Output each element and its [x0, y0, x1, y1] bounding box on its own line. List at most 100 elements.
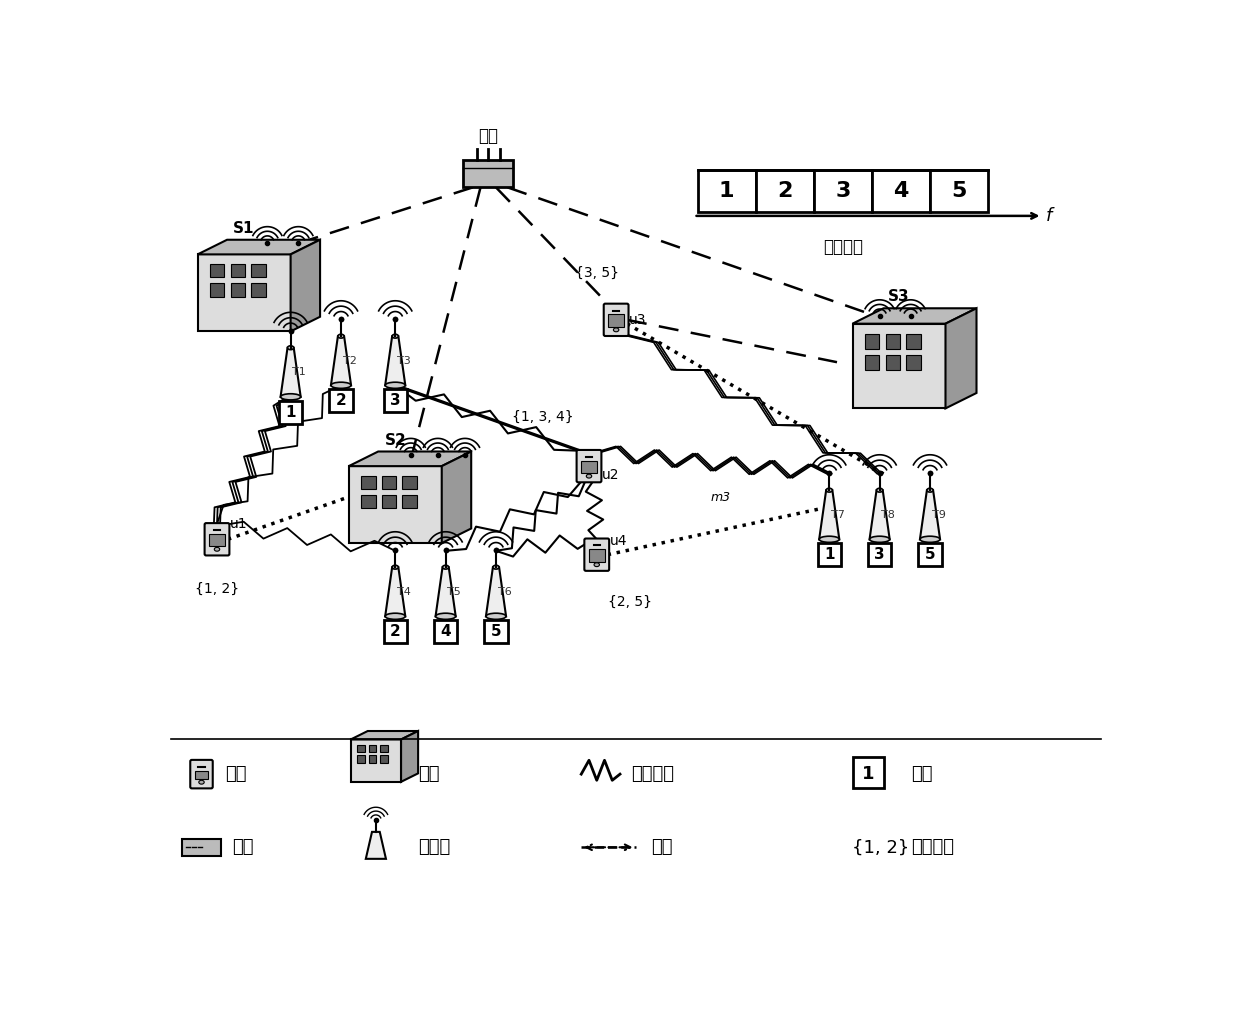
Text: T1: T1 [293, 367, 306, 378]
Text: u3: u3 [629, 313, 647, 327]
Polygon shape [869, 490, 890, 539]
Ellipse shape [280, 394, 301, 400]
Bar [609, 315, 624, 327]
Polygon shape [351, 731, 418, 740]
Text: 1: 1 [862, 766, 874, 783]
Polygon shape [382, 495, 397, 508]
Polygon shape [441, 452, 471, 543]
Bar [210, 534, 224, 546]
Polygon shape [866, 334, 879, 349]
Polygon shape [853, 309, 977, 324]
Bar [697, 170, 755, 212]
Polygon shape [386, 567, 405, 616]
Polygon shape [820, 490, 839, 539]
Text: f: f [1047, 207, 1053, 225]
Text: 2: 2 [389, 625, 401, 639]
Text: {1, 2}: {1, 2} [195, 581, 239, 596]
Text: 台站: 台站 [419, 766, 440, 783]
Bar [195, 771, 208, 779]
Polygon shape [379, 745, 388, 752]
Text: 4: 4 [440, 625, 451, 639]
Polygon shape [361, 475, 376, 489]
Ellipse shape [386, 613, 405, 619]
Text: 可用信道: 可用信道 [823, 238, 863, 255]
Text: T8: T8 [882, 509, 895, 520]
Bar [872, 170, 930, 212]
Text: m3: m3 [711, 491, 730, 504]
Text: {1, 2}: {1, 2} [853, 839, 910, 856]
Bar [589, 549, 605, 562]
FancyBboxPatch shape [577, 450, 601, 483]
Ellipse shape [869, 536, 890, 542]
Polygon shape [366, 831, 386, 859]
Polygon shape [382, 475, 397, 489]
Polygon shape [357, 745, 366, 752]
Text: 网关: 网关 [479, 127, 498, 145]
FancyBboxPatch shape [604, 304, 629, 336]
Bar [868, 543, 892, 566]
Polygon shape [331, 336, 351, 385]
Text: T6: T6 [497, 587, 511, 597]
Text: S1: S1 [233, 221, 255, 236]
Ellipse shape [877, 489, 883, 492]
Polygon shape [379, 755, 388, 762]
Bar [434, 620, 458, 643]
Ellipse shape [826, 489, 832, 492]
FancyBboxPatch shape [205, 523, 229, 556]
Text: S2: S2 [384, 432, 407, 448]
Text: T5: T5 [448, 587, 461, 597]
Ellipse shape [920, 536, 940, 542]
Polygon shape [368, 745, 377, 752]
Text: u1: u1 [231, 517, 248, 531]
Polygon shape [401, 731, 418, 782]
Text: u2: u2 [603, 468, 620, 483]
Text: {1, 3, 4}: {1, 3, 4} [512, 410, 573, 424]
Text: 信道: 信道 [910, 766, 932, 783]
Polygon shape [885, 355, 900, 370]
Polygon shape [361, 495, 376, 508]
Text: 3: 3 [835, 181, 851, 201]
Text: 2: 2 [777, 181, 792, 201]
Text: 5: 5 [925, 547, 935, 562]
Polygon shape [368, 755, 377, 762]
Text: 网关: 网关 [233, 839, 254, 856]
Polygon shape [231, 283, 246, 296]
Bar [755, 170, 813, 212]
Polygon shape [197, 240, 320, 254]
Polygon shape [885, 334, 900, 349]
Polygon shape [290, 240, 320, 331]
Text: 通信链路: 通信链路 [631, 766, 675, 783]
Polygon shape [853, 324, 945, 409]
Polygon shape [906, 355, 920, 370]
Text: T3: T3 [397, 356, 410, 365]
Text: 4: 4 [893, 181, 909, 201]
Ellipse shape [492, 565, 498, 569]
Polygon shape [403, 495, 417, 508]
Ellipse shape [392, 565, 398, 569]
Polygon shape [945, 309, 977, 409]
Ellipse shape [926, 489, 934, 492]
Text: {2, 5}: {2, 5} [609, 595, 652, 609]
Polygon shape [351, 740, 401, 782]
Polygon shape [348, 466, 441, 543]
Polygon shape [231, 264, 246, 278]
Polygon shape [348, 452, 471, 466]
Polygon shape [906, 334, 920, 349]
Ellipse shape [587, 474, 591, 478]
Polygon shape [197, 254, 290, 331]
Text: T4: T4 [397, 587, 410, 597]
Polygon shape [252, 283, 265, 296]
Text: 5: 5 [491, 625, 501, 639]
Bar [383, 620, 407, 643]
Text: 干扰: 干扰 [651, 839, 672, 856]
Text: 发射机: 发射机 [419, 839, 451, 856]
Text: 1: 1 [285, 404, 296, 420]
Polygon shape [357, 755, 366, 762]
Text: T9: T9 [931, 509, 945, 520]
Text: 信道策略: 信道策略 [910, 839, 954, 856]
Ellipse shape [198, 780, 205, 784]
Text: 3: 3 [874, 547, 885, 562]
Ellipse shape [820, 536, 839, 542]
Bar [817, 543, 841, 566]
Bar [853, 757, 883, 788]
